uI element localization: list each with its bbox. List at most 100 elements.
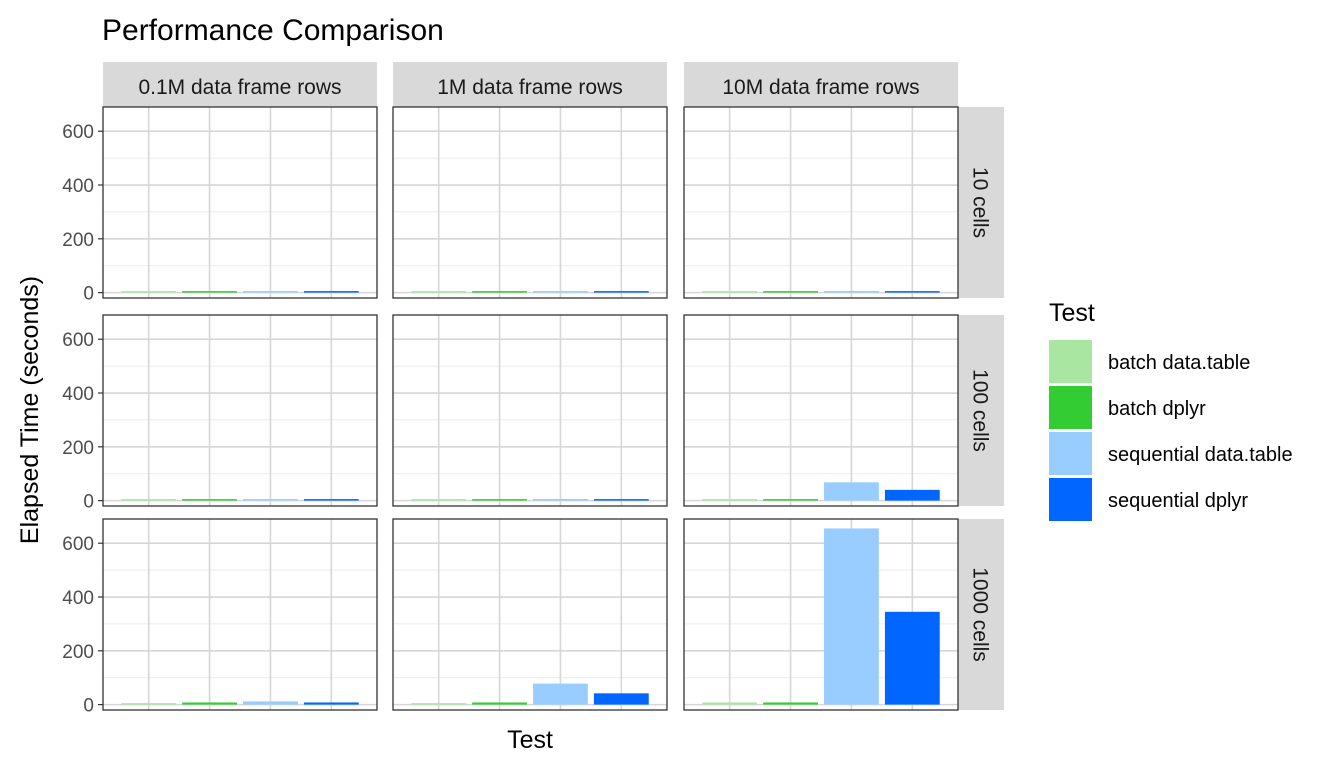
y-tick-label: 0 xyxy=(83,492,94,513)
panel-border xyxy=(102,106,378,299)
x-axis-title: Test xyxy=(507,726,553,754)
facet-panels: 0.1M data frame rows 1M data frame rows 10… xyxy=(62,62,1004,717)
y-tick-label: 200 xyxy=(62,642,94,663)
legend-label: batch data.table xyxy=(1108,352,1250,374)
bar xyxy=(472,291,527,293)
bar xyxy=(824,482,879,501)
bar xyxy=(824,291,879,293)
bar xyxy=(763,702,818,705)
bar xyxy=(702,702,758,705)
y-tick-label: 400 xyxy=(62,176,94,197)
facet-strip-column-label: 0.1M data frame rows xyxy=(138,76,341,99)
panel-background xyxy=(103,519,377,710)
y-tick-label: 400 xyxy=(62,384,94,405)
facet-strip-row-label: 1000 cells xyxy=(969,567,992,662)
bar xyxy=(411,703,467,705)
panel-border xyxy=(683,106,959,299)
bar xyxy=(702,499,758,501)
legend-key xyxy=(1049,478,1092,521)
panel-background xyxy=(684,107,958,298)
legend-label: sequential data.table xyxy=(1108,444,1293,466)
facet-strip-column xyxy=(393,62,667,107)
y-tick-label: 600 xyxy=(62,122,94,143)
y-tick-label: 600 xyxy=(62,330,94,351)
facet-panel xyxy=(392,106,668,299)
bar xyxy=(884,489,940,501)
y-tick-label: 0 xyxy=(83,696,94,717)
bar xyxy=(533,291,588,293)
bar xyxy=(702,291,758,293)
panel-background xyxy=(103,107,377,298)
bar xyxy=(121,291,177,293)
facet-strip-column xyxy=(684,62,958,107)
facet-panel xyxy=(392,314,668,507)
bar xyxy=(884,291,940,293)
bar xyxy=(472,702,527,705)
facet-panel xyxy=(683,314,959,507)
bar xyxy=(411,291,467,293)
legend-label: batch dplyr xyxy=(1108,398,1206,420)
bar xyxy=(243,701,298,705)
facet-strip-column-label: 10M data frame rows xyxy=(722,76,919,99)
facet-strip-row-label: 10 cells xyxy=(969,167,992,238)
bar xyxy=(303,702,359,705)
y-tick-label: 600 xyxy=(62,534,94,555)
y-tick-label: 200 xyxy=(62,230,94,251)
bar xyxy=(182,291,237,293)
bar xyxy=(593,499,649,501)
panel-background xyxy=(103,315,377,506)
bar xyxy=(884,611,940,705)
facet-panel xyxy=(102,314,378,507)
bar xyxy=(533,683,588,705)
panel-border xyxy=(102,518,378,711)
panel-border xyxy=(392,106,668,299)
bar xyxy=(303,499,359,501)
facet-strip-column-label: 1M data frame rows xyxy=(437,76,623,99)
y-tick-label: 200 xyxy=(62,438,94,459)
facet-panel xyxy=(683,106,959,299)
bar xyxy=(593,291,649,293)
bar xyxy=(182,499,237,501)
bar xyxy=(824,528,879,705)
panel-background xyxy=(393,519,667,710)
legend-key xyxy=(1049,386,1092,429)
bar xyxy=(472,499,527,501)
panel-border xyxy=(392,518,668,711)
bar xyxy=(243,291,298,293)
y-axis-title: Elapsed Time (seconds) xyxy=(16,276,44,544)
chart-title: Performance Comparison xyxy=(102,14,444,47)
y-tick-label: 0 xyxy=(83,284,94,305)
bar xyxy=(243,499,298,501)
facet-strip-column xyxy=(103,62,377,107)
bar xyxy=(121,703,177,705)
panel-border xyxy=(102,314,378,507)
legend-label: sequential dplyr xyxy=(1108,490,1248,512)
panel-background xyxy=(393,315,667,506)
bar xyxy=(593,693,649,705)
y-tick-label: 400 xyxy=(62,588,94,609)
facet-strip-row-label: 100 cells xyxy=(969,369,992,452)
bar xyxy=(411,499,467,501)
facet-panel xyxy=(683,518,959,711)
facet-panel xyxy=(102,106,378,299)
facet-strip-row xyxy=(957,519,1004,710)
panel-background xyxy=(393,107,667,298)
bar xyxy=(303,291,359,293)
bar xyxy=(182,702,237,705)
panel-border xyxy=(683,314,959,507)
facet-strip-row xyxy=(957,107,1004,298)
panel-background xyxy=(684,315,958,506)
facet-strip-row xyxy=(957,315,1004,506)
panel-border xyxy=(683,518,959,711)
legend-key xyxy=(1049,340,1092,383)
legend: Test batch data.table batch dplyr sequenti… xyxy=(1049,299,1293,521)
facet-panel xyxy=(392,518,668,711)
bar xyxy=(533,499,588,501)
bar xyxy=(763,291,818,293)
bar xyxy=(121,499,177,501)
legend-title: Test xyxy=(1049,299,1095,327)
legend-key xyxy=(1049,432,1092,475)
facet-panel xyxy=(102,518,378,711)
bar xyxy=(763,499,818,501)
